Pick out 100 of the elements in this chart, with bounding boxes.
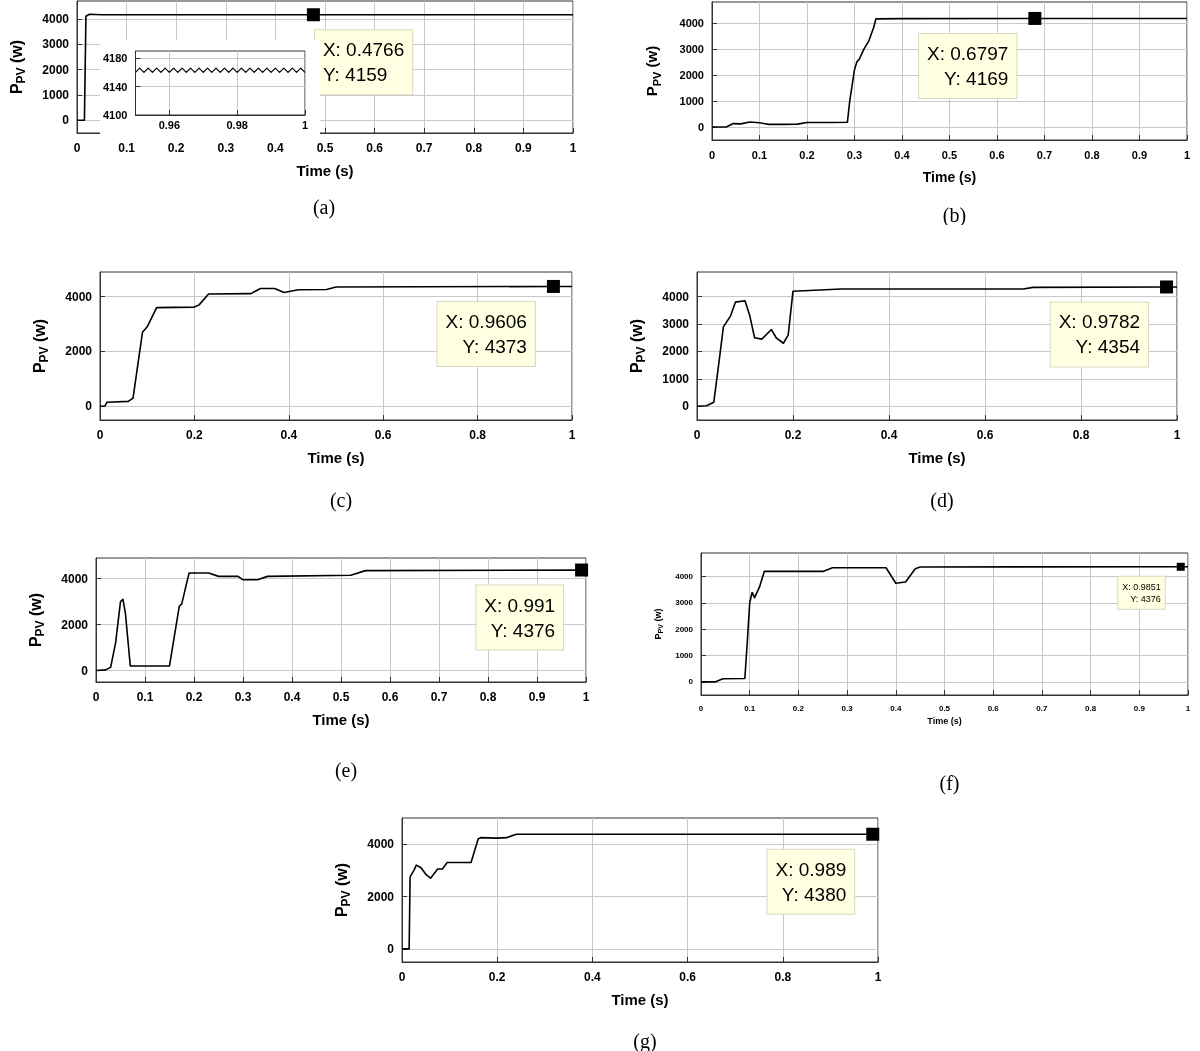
annotation: X: 0.6797 Y: 4169	[927, 42, 1009, 89]
x-tick-label: 1	[1185, 703, 1191, 713]
y-tick-label: 4000	[367, 837, 395, 852]
x-tick-label: 0.6	[679, 970, 697, 984]
x-tick-label: 0	[398, 970, 406, 984]
y-tick-label: 2000	[679, 68, 704, 81]
x-tick-label: 0.5	[316, 141, 334, 155]
annotation: X: 0.9851 Y: 4376	[1122, 581, 1161, 604]
x-tick-label: 0.6	[976, 428, 994, 442]
x-tick-label: 0.6	[374, 428, 392, 442]
y-axis-title: PPV (w)	[332, 862, 353, 918]
x-tick-label: 1	[582, 690, 590, 704]
x-tick-label: 0.1	[744, 703, 756, 713]
x-tick-label: 0.2	[792, 703, 805, 713]
x-tick-label: 0.1	[118, 141, 136, 155]
x-tick-label: 0.9	[1133, 703, 1146, 713]
y-tick-label: 2000	[42, 62, 70, 77]
x-tick-label: 0.4	[890, 703, 902, 713]
y-tick-label: 0	[682, 399, 690, 414]
x-tick-label: 0.4	[283, 690, 301, 704]
y-tick-label: 0	[688, 677, 694, 687]
x-tick-label: 1	[301, 118, 309, 131]
x-tick-label: 0.4	[880, 428, 898, 442]
x-axis-title: Time (s)	[922, 169, 977, 185]
y-tick-label: 4100	[102, 109, 128, 121]
x-tick-label: 0.4	[280, 428, 298, 442]
x-tick-label: 0.1	[751, 148, 768, 161]
annotation: X: 0.9606 Y: 4373	[445, 310, 527, 357]
x-tick-label: 0.4	[894, 148, 911, 161]
y-axis-title: PPV (w)	[627, 318, 648, 374]
x-tick-label: 0.8	[1084, 148, 1100, 161]
x-tick-label: 0.6	[989, 148, 1005, 161]
annotation: X: 0.9782 Y: 4354	[1058, 311, 1141, 358]
x-tick-label: 0.3	[846, 148, 863, 161]
y-tick-label: 4000	[662, 289, 690, 304]
x-tick-label: 0.96	[158, 118, 181, 131]
annotation: X: 0.991 Y: 4376	[484, 594, 556, 641]
x-tick-label: 0.6	[987, 703, 1000, 713]
x-tick-label: 0.2	[167, 141, 185, 155]
x-axis-title: Time (s)	[908, 449, 966, 466]
y-tick-label: 1000	[675, 651, 694, 661]
x-axis-title: Time (s)	[312, 711, 370, 728]
x-tick-label: 0.7	[415, 141, 433, 155]
x-tick-label: 0.4	[584, 970, 602, 984]
x-tick-label: 0.5	[938, 703, 951, 713]
x-tick-label: 0.8	[774, 970, 792, 984]
x-tick-label: 0.3	[841, 703, 854, 713]
y-tick-label: 3000	[42, 37, 70, 52]
y-tick-label: 3000	[675, 598, 694, 608]
x-tick-label: 1	[874, 970, 882, 984]
x-tick-label: 0.8	[469, 428, 487, 442]
y-tick-label: 0	[81, 663, 89, 678]
x-tick-label: 0.1	[136, 690, 154, 704]
y-tick-label: 4140	[102, 80, 128, 93]
x-tick-label: 0.4	[267, 141, 285, 155]
y-axis-title: PPV (w)	[30, 318, 51, 374]
x-tick-label: 0.2	[799, 148, 815, 161]
x-tick-label: 0.3	[217, 141, 235, 155]
x-tick-label: 0.6	[381, 690, 399, 704]
x-tick-label: 1	[569, 141, 577, 155]
y-tick-label: 1000	[679, 94, 704, 107]
x-tick-label: 0.2	[185, 690, 203, 704]
annotation: X: 0.989 Y: 4380	[775, 858, 847, 905]
y-tick-label: 4000	[675, 572, 694, 582]
x-tick-label: 0.6	[366, 141, 384, 155]
y-tick-label: 4000	[65, 289, 93, 304]
x-tick-label: 1	[1183, 148, 1191, 161]
x-tick-label: 0.8	[1072, 428, 1090, 442]
x-tick-label: 0.7	[430, 690, 448, 704]
x-tick-label: 0.7	[1036, 148, 1053, 161]
x-axis-title: Time (s)	[611, 991, 669, 1008]
x-tick-label: 0.9	[1131, 148, 1148, 161]
x-tick-label: 1	[568, 428, 576, 442]
y-tick-label: 2000	[65, 344, 93, 359]
x-axis-title: Time (s)	[296, 162, 354, 179]
x-tick-label: 0	[708, 148, 716, 161]
y-tick-label: 2000	[367, 889, 395, 904]
y-tick-label: 4000	[61, 571, 89, 586]
y-tick-label: 0	[85, 399, 93, 414]
x-tick-label: 0.2	[784, 428, 802, 442]
y-axis-title: PPV (w)	[7, 39, 28, 95]
x-tick-label: 0.9	[515, 141, 533, 155]
x-tick-label: 0.3	[234, 690, 252, 704]
x-axis-title: Time (s)	[307, 449, 365, 466]
y-tick-label: 2000	[61, 617, 89, 632]
y-tick-label: 4180	[102, 52, 128, 65]
x-tick-label: 0.9	[528, 690, 546, 704]
text: (f)	[939, 772, 960, 795]
y-tick-label: 4000	[42, 11, 70, 26]
x-tick-label: 0.98	[226, 118, 248, 131]
text: (d)	[930, 489, 954, 512]
x-tick-label: 0.5	[332, 690, 350, 704]
y-tick-label: 2000	[675, 624, 694, 634]
y-tick-label: 0	[387, 941, 395, 956]
x-tick-label: 0.8	[465, 141, 483, 155]
x-tick-label: 0.8	[479, 690, 497, 704]
annotation: X: 0.4766 Y: 4159	[322, 39, 405, 86]
y-axis-title: PPV (w)	[26, 592, 47, 648]
x-tick-label: 0.2	[488, 970, 506, 984]
x-tick-label: 0.7	[1036, 703, 1049, 713]
